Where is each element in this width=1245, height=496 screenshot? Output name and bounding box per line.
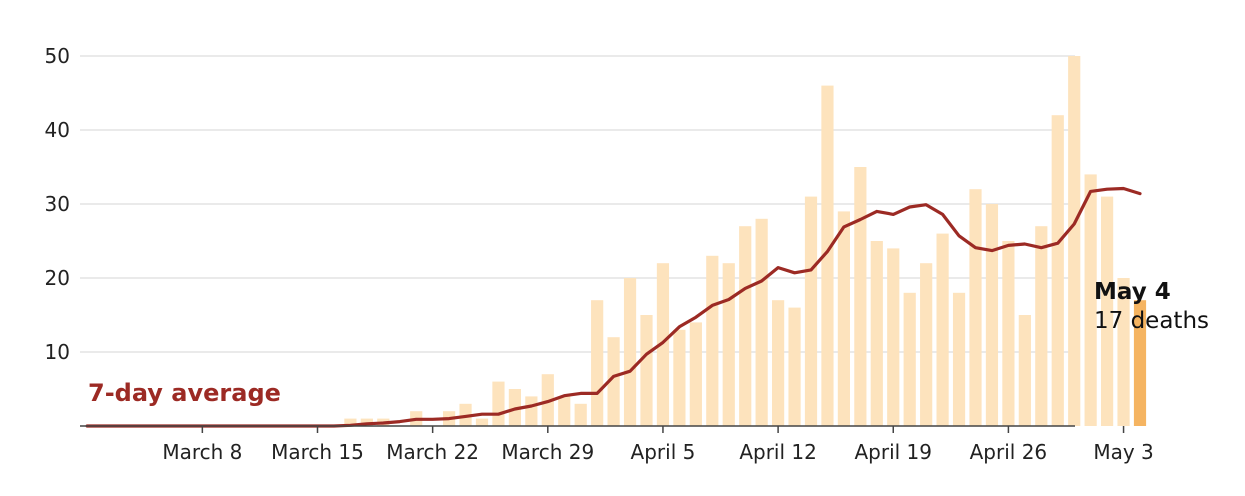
daily-bar — [804, 196, 818, 426]
daily-bar — [755, 218, 768, 426]
daily-bar — [1018, 315, 1031, 426]
daily-bar — [722, 263, 735, 426]
x-tick-label: March 8 — [162, 440, 242, 464]
daily-bar — [837, 211, 850, 426]
daily-bar — [952, 292, 966, 426]
daily-bar — [870, 241, 883, 426]
daily-bar — [887, 248, 900, 426]
daily-bar — [689, 322, 702, 426]
average-line-label: 7-day average — [88, 379, 281, 407]
x-tick-label: March 22 — [386, 440, 479, 464]
bars — [344, 56, 1147, 426]
daily-bar — [1117, 278, 1130, 426]
daily-bar — [1035, 226, 1048, 426]
daily-bar — [640, 315, 653, 426]
y-tick-label: 50 — [45, 44, 70, 68]
x-tick-label: April 5 — [631, 440, 696, 464]
daily-bar — [607, 337, 620, 426]
daily-bar — [706, 255, 719, 426]
daily-bar — [591, 300, 604, 426]
daily-bar — [673, 329, 686, 426]
daily-bar — [772, 300, 785, 426]
daily-bar — [788, 307, 801, 426]
x-tick-label: April 26 — [970, 440, 1048, 464]
daily-bar — [656, 263, 670, 426]
daily-bar — [936, 233, 949, 426]
daily-bar — [623, 278, 637, 426]
daily-bar — [574, 403, 587, 426]
callout-date: May 4 — [1094, 279, 1171, 305]
daily-bar — [558, 396, 571, 426]
daily-bar — [1051, 115, 1064, 426]
daily-bar — [1084, 174, 1097, 426]
daily-bar — [969, 189, 982, 426]
daily-bar — [739, 226, 752, 426]
daily-bar — [985, 204, 999, 426]
daily-bar — [1068, 56, 1081, 426]
daily-bar — [903, 292, 916, 426]
highlighted-bar — [1133, 300, 1147, 426]
daily-bar — [1002, 241, 1015, 426]
y-tick-label: 30 — [45, 192, 70, 216]
x-tick-label: April 19 — [854, 440, 932, 464]
y-tick-label: 40 — [45, 118, 70, 142]
daily-bar — [475, 418, 489, 426]
daily-bar — [492, 381, 505, 426]
x-tick-label: May 3 — [1093, 440, 1153, 464]
callout-value: 17 deaths — [1094, 308, 1209, 334]
daily-bar — [854, 167, 867, 426]
daily-bar — [1101, 196, 1114, 426]
x-tick-label: March 15 — [271, 440, 364, 464]
daily-bar — [525, 396, 538, 426]
x-tick-label: March 29 — [501, 440, 594, 464]
y-tick-label: 10 — [45, 340, 70, 364]
axes: 10 20 30 40 50 March 8 March 15 March 22 March 2… — [45, 44, 1154, 464]
daily-bar — [344, 418, 357, 426]
y-tick-label: 20 — [45, 266, 70, 290]
x-tick-label: April 12 — [739, 440, 817, 464]
daily-bar — [821, 85, 834, 426]
daily-bar — [920, 263, 933, 426]
